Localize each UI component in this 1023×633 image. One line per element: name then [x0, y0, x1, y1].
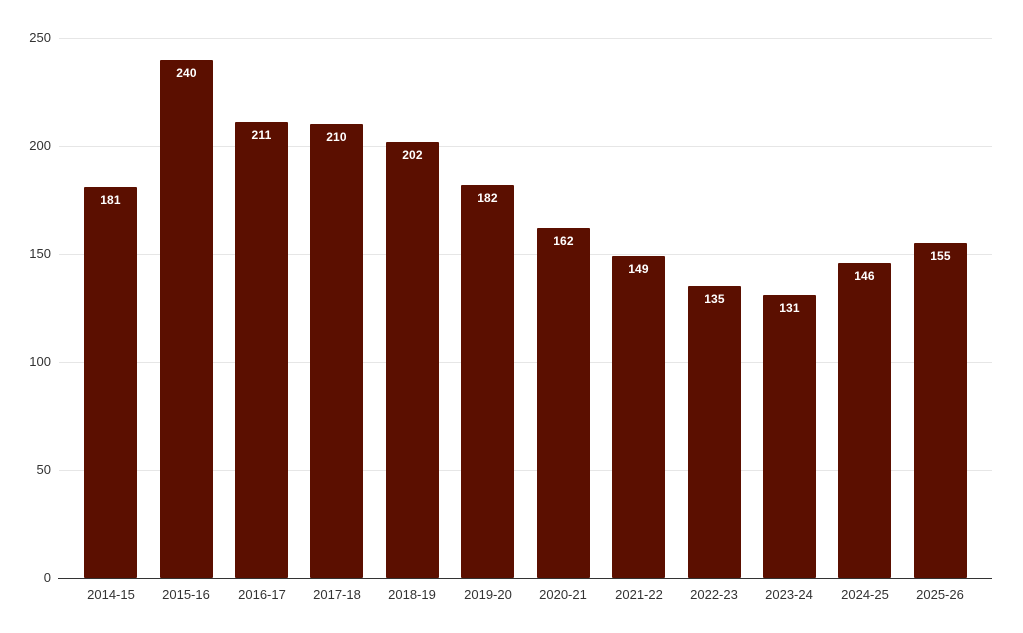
bar-2024-25: 146 [838, 263, 891, 578]
x-axis-tick-label: 2021-22 [615, 587, 663, 602]
x-axis-tick-label: 2016-17 [238, 587, 286, 602]
y-axis-tick-label: 50 [36, 462, 51, 477]
bar-2016-17: 211 [235, 122, 288, 578]
bar-2023-24: 131 [763, 295, 816, 578]
y-axis-tick-label: 0 [43, 570, 51, 585]
bar-2025-26: 155 [914, 243, 967, 578]
bar-value-label: 181 [100, 193, 121, 207]
bar-2020-21: 162 [537, 228, 590, 578]
x-axis-line [58, 578, 992, 579]
bar-value-label: 135 [704, 292, 725, 306]
gridline-y-50 [59, 470, 992, 471]
y-axis-tick-label: 200 [29, 138, 51, 153]
gridline-y-250 [59, 38, 992, 39]
bar-value-label: 131 [779, 301, 800, 315]
bar-value-label: 146 [854, 269, 875, 283]
bar-2018-19: 202 [386, 142, 439, 578]
x-axis-tick-label: 2014-15 [87, 587, 135, 602]
bar-value-label: 155 [930, 249, 951, 263]
y-axis-tick-label: 150 [29, 246, 51, 261]
x-axis-tick-label: 2025-26 [916, 587, 964, 602]
x-axis-tick-label: 2015-16 [162, 587, 210, 602]
bar-value-label: 162 [553, 234, 574, 248]
bar-2021-22: 149 [612, 256, 665, 578]
bar-2015-16: 240 [160, 60, 213, 578]
bar-value-label: 210 [326, 130, 347, 144]
bar-2017-18: 210 [310, 124, 363, 578]
bar-value-label: 211 [251, 128, 272, 142]
bar-value-label: 202 [402, 148, 423, 162]
gridline-y-200 [59, 146, 992, 147]
bar-value-label: 182 [477, 191, 498, 205]
x-axis-tick-label: 2022-23 [690, 587, 738, 602]
bar-2019-20: 182 [461, 185, 514, 578]
y-axis-tick-label: 250 [29, 30, 51, 45]
bar-value-label: 240 [176, 66, 197, 80]
bar-2014-15: 181 [84, 187, 137, 578]
bar-value-label: 149 [628, 262, 649, 276]
x-axis-tick-label: 2019-20 [464, 587, 512, 602]
gridline-y-150 [59, 254, 992, 255]
x-axis-tick-label: 2017-18 [313, 587, 361, 602]
x-axis-tick-label: 2023-24 [765, 587, 813, 602]
gridline-y-100 [59, 362, 992, 363]
y-axis-tick-label: 100 [29, 354, 51, 369]
x-axis-tick-label: 2020-21 [539, 587, 587, 602]
x-axis-tick-label: 2024-25 [841, 587, 889, 602]
bar-2022-23: 135 [688, 286, 741, 578]
x-axis-tick-label: 2018-19 [388, 587, 436, 602]
